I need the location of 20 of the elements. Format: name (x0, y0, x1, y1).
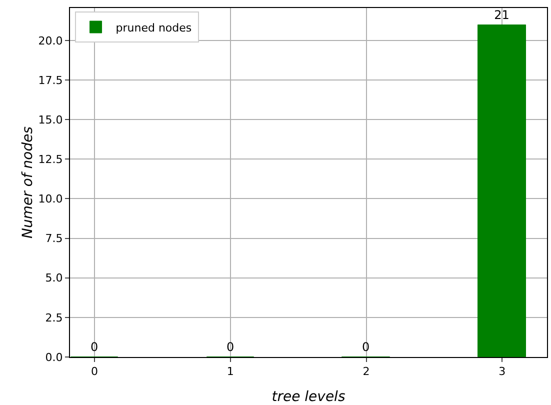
x-tick-label: 0 (90, 365, 98, 378)
y-tick-label: 12.5 (38, 153, 63, 166)
data-label: 0 (362, 340, 370, 354)
data-label: 0 (226, 340, 234, 354)
y-tick-label: 15.0 (38, 113, 63, 126)
x-axis-title: tree levels (272, 389, 346, 405)
y-tick-label: 7.5 (45, 232, 63, 246)
x-tick-label: 2 (362, 365, 370, 378)
data-label: 0 (90, 340, 98, 354)
y-tick-label: 10.0 (38, 192, 63, 206)
data-label: 21 (494, 8, 510, 22)
x-tick-label: 3 (498, 365, 506, 378)
x-tick-label: 1 (226, 365, 234, 378)
y-axis-title: Numer of nodes (20, 126, 36, 238)
y-tick-label: 17.5 (38, 74, 63, 87)
y-tick-label: 2.5 (45, 311, 63, 324)
y-tick-label: 0.0 (45, 350, 63, 364)
legend-label: pruned nodes (116, 21, 192, 34)
y-tick-label: 5.0 (45, 272, 63, 285)
y-tick-label: 20.0 (38, 34, 63, 48)
